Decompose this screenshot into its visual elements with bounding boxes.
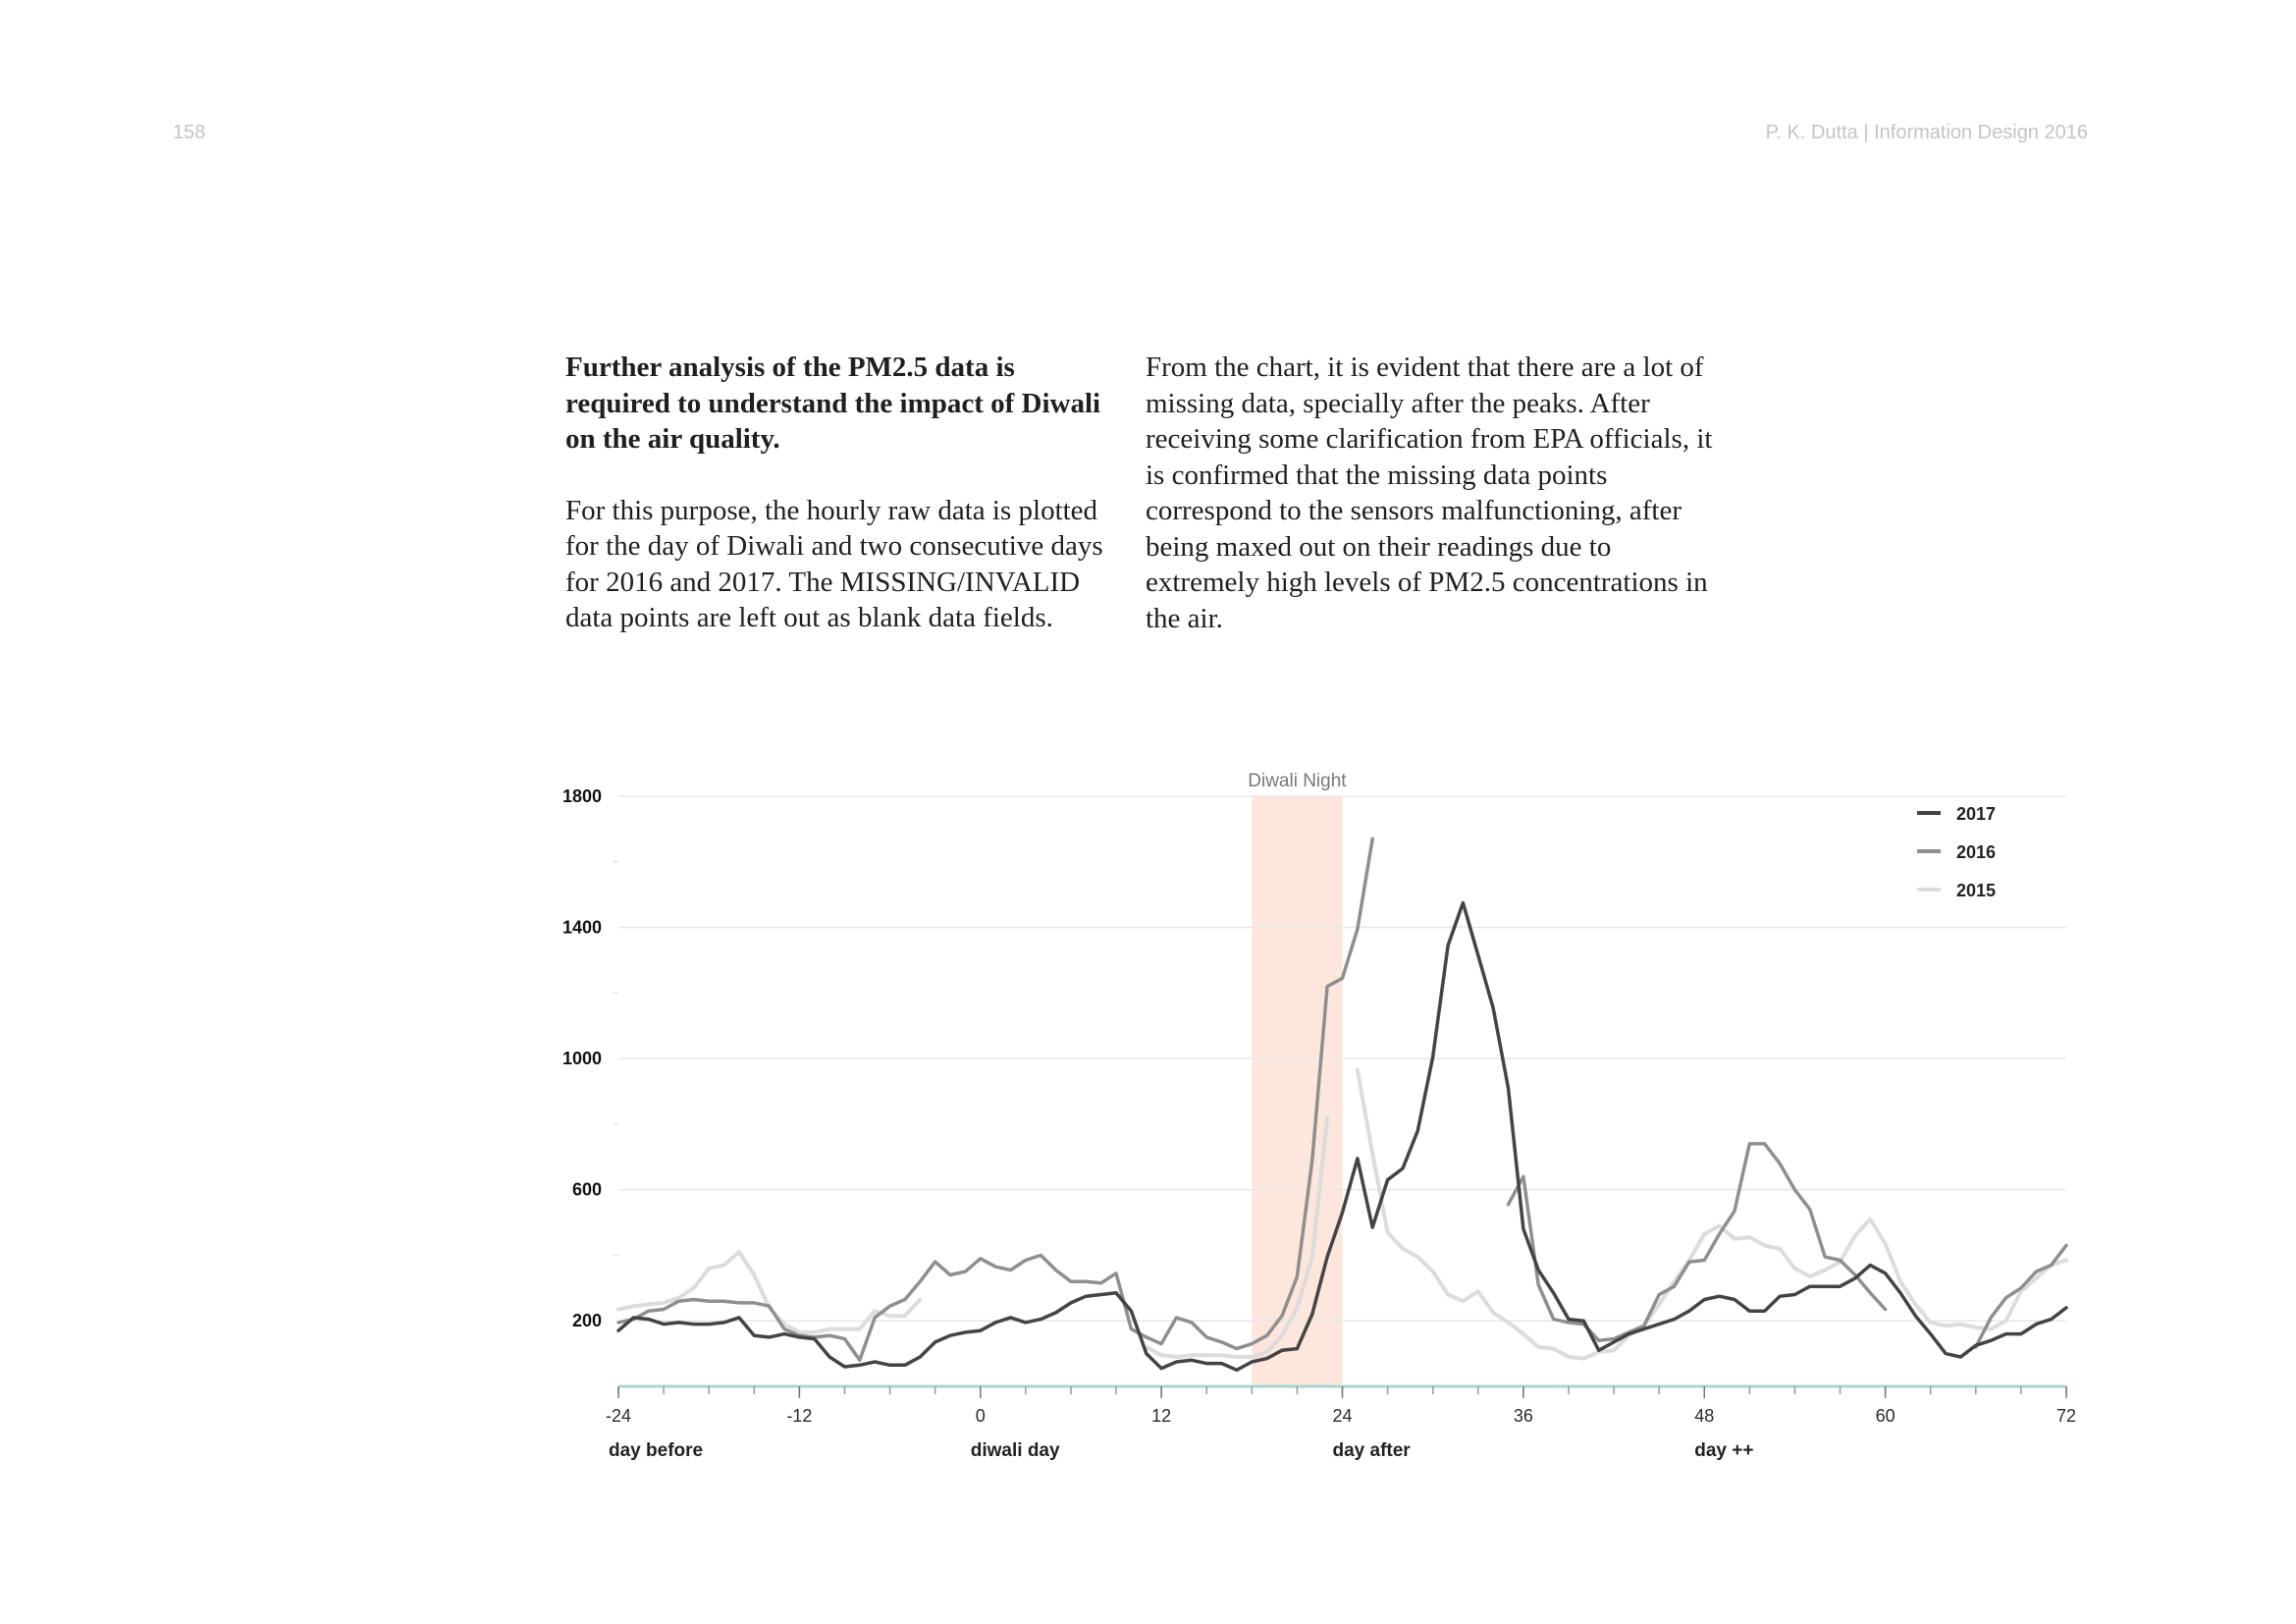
y-tick-label: 1000 (562, 1049, 602, 1068)
y-tick-label: 1800 (562, 786, 602, 806)
series-line-2016 (1974, 1243, 2068, 1349)
diwali-night-band (1252, 796, 1343, 1386)
legend-label-2017: 2017 (1956, 804, 1996, 824)
text-column-right: From the chart, it is evident that there… (1146, 350, 1715, 636)
x-tick-label: 48 (1694, 1406, 1714, 1426)
series-line-2016 (616, 837, 1374, 1363)
x-tick-label: 12 (1151, 1406, 1171, 1426)
day-label: day ++ (1694, 1440, 1753, 1461)
x-tick-label: 0 (976, 1406, 986, 1426)
series-line-2015 (1144, 1115, 1330, 1359)
legend-label-2016: 2016 (1956, 842, 1996, 862)
x-tick-label: -12 (786, 1406, 812, 1426)
y-tick-label: 200 (572, 1311, 602, 1330)
running-head: P. K. Dutta | Information Design 2016 (1765, 122, 2088, 143)
x-tick-label: 60 (1876, 1406, 1896, 1426)
series-line-2017 (616, 900, 2068, 1373)
text-column-left: Further analysis of the PM2.5 data is re… (565, 350, 1125, 636)
day-label: day before (609, 1440, 703, 1461)
day-label: day after (1333, 1440, 1412, 1461)
page-number: 158 (173, 122, 206, 143)
y-tick-label: 1400 (562, 918, 602, 938)
day-label: diwali day (971, 1440, 1060, 1461)
lead-paragraph: Further analysis of the PM2.5 data is re… (565, 352, 1101, 455)
x-tick-label: 24 (1332, 1406, 1352, 1426)
series-line-2016 (1506, 1142, 1888, 1343)
legend-label-2015: 2015 (1956, 881, 1996, 900)
x-tick-label: 36 (1514, 1406, 1533, 1426)
series-line-2015 (1355, 1067, 2068, 1361)
x-tick-label: -24 (606, 1406, 631, 1426)
y-tick-label: 600 (572, 1180, 602, 1200)
x-tick-label: 72 (2056, 1406, 2076, 1426)
findings-paragraph: From the chart, it is evident that there… (1146, 352, 1713, 634)
method-paragraph: For this purpose, the hourly raw data is… (565, 494, 1103, 634)
band-label: Diwali Night (1248, 771, 1347, 791)
